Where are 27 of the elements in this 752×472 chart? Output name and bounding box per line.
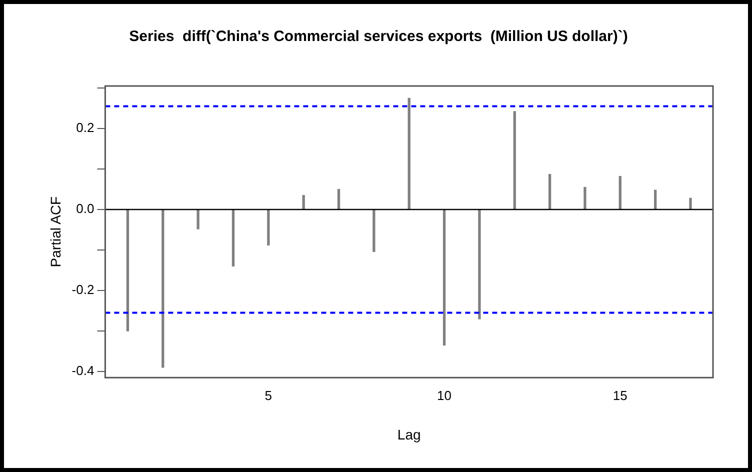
bar xyxy=(478,210,481,320)
y-tick-label: -0.4 xyxy=(72,363,94,378)
x-tick-label: 15 xyxy=(612,388,628,403)
bar xyxy=(408,98,410,210)
bar xyxy=(232,210,235,267)
bar xyxy=(162,210,164,368)
bar xyxy=(689,198,692,210)
bar xyxy=(372,210,376,252)
bar xyxy=(513,111,516,210)
bar xyxy=(337,188,340,210)
y-tick-label: 0.2 xyxy=(76,120,94,136)
y-tick-label: -0.2 xyxy=(72,282,94,298)
bar xyxy=(302,195,305,210)
bar xyxy=(267,210,270,246)
x-axis-title: Lag xyxy=(397,426,421,442)
chart-title: Series diff(`China's Commercial services exports (Million US dollar)`) xyxy=(129,28,628,46)
bar xyxy=(442,210,446,346)
bar xyxy=(618,176,622,210)
bar xyxy=(548,174,552,210)
x-tick-label: 10 xyxy=(437,388,452,403)
bar xyxy=(654,190,657,210)
y-tick-label: 0.0 xyxy=(76,201,94,216)
bar xyxy=(584,186,586,210)
y-axis-title: Partial ACF xyxy=(47,196,64,268)
bar xyxy=(196,210,200,230)
x-tick-label: 5 xyxy=(264,388,272,403)
bar xyxy=(126,210,130,332)
